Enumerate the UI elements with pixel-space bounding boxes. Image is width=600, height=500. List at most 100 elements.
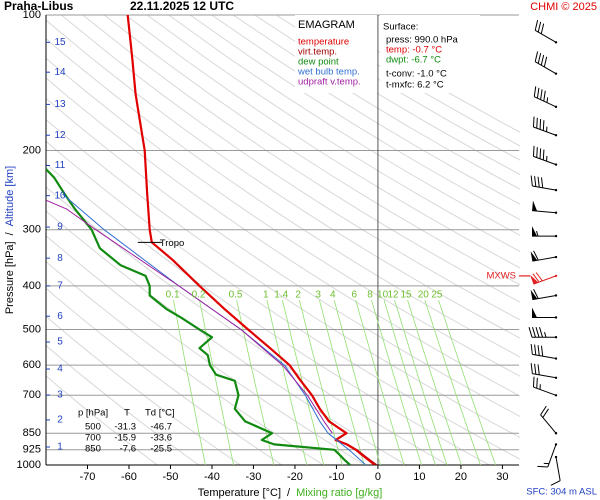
barb-half xyxy=(546,97,549,103)
barb-station xyxy=(554,163,558,166)
profile-line xyxy=(126,15,376,465)
mixing-ratio-label: 25 xyxy=(431,290,443,301)
barb-full xyxy=(534,51,539,62)
table-header: p [hPa] xyxy=(78,408,108,419)
barb-full xyxy=(532,327,536,338)
barb-full xyxy=(540,54,545,66)
barb-full xyxy=(535,327,540,338)
legend-entry: dew point xyxy=(298,57,339,68)
mixing-ratio-label: 3 xyxy=(315,290,321,301)
surface-tmxfc: t-mxfc: 6.2 °C xyxy=(386,80,444,91)
altitude-label: 7 xyxy=(57,281,63,292)
credit: CHMI © 2025 xyxy=(530,1,597,13)
barb-flag xyxy=(532,307,537,318)
barb-full xyxy=(539,148,542,159)
x-tick-label: -20 xyxy=(287,471,303,483)
barb-full xyxy=(550,480,561,486)
barb-station xyxy=(554,234,558,238)
barb-full xyxy=(530,175,533,187)
table-header: Td [°C] xyxy=(145,408,175,419)
dry-adiabat xyxy=(211,15,520,205)
barb-full xyxy=(542,408,549,418)
station: Praha-Libus xyxy=(4,0,74,13)
barb-full xyxy=(532,273,540,283)
mixing-ratio-line xyxy=(424,299,481,465)
barb-full xyxy=(537,364,540,375)
mixing-ratio-line xyxy=(371,299,422,465)
dry-adiabat xyxy=(146,15,520,252)
legend-entry: temperature xyxy=(298,37,349,48)
grid xyxy=(45,14,519,469)
mixing-ratio-label: 6 xyxy=(352,290,358,301)
table-cell: 850 xyxy=(85,444,101,455)
barb-station xyxy=(554,105,558,109)
mixing-ratio-label: 0.5 xyxy=(229,290,243,301)
barb-station xyxy=(554,394,558,397)
barb-station xyxy=(554,274,558,278)
barb-flag xyxy=(530,274,539,285)
wind-barb xyxy=(530,175,558,192)
table-cell: -15.9 xyxy=(114,433,136,444)
wind-barb xyxy=(530,343,558,360)
barb-full xyxy=(543,90,546,102)
barb-full xyxy=(532,376,535,388)
barb-shaft xyxy=(555,456,561,481)
mixing-ratio-label: 10 xyxy=(377,290,389,301)
mixing-ratio-line xyxy=(173,300,206,465)
x-tick-label: -40 xyxy=(204,471,220,483)
barb-half xyxy=(536,230,539,237)
dry-adiabats xyxy=(46,15,520,465)
surface-dwpt: dwpt: -6.7 °C xyxy=(386,55,441,66)
mixing-ratio-lines xyxy=(173,299,497,465)
barb-station xyxy=(554,443,558,446)
barb-flag xyxy=(532,226,537,237)
dry-adiabat xyxy=(60,15,520,321)
barb-full xyxy=(533,250,539,261)
mixing-ratio-line xyxy=(319,300,365,465)
mixing-ratio-line xyxy=(438,299,497,465)
x2-label: Mixing ratio [g/kg] xyxy=(296,487,382,499)
altitude-label: 8 xyxy=(57,253,63,264)
x-tick-label: 10 xyxy=(413,471,425,483)
mixing-ratio-line xyxy=(299,300,343,465)
barb-shaft xyxy=(533,386,557,396)
wind-barb xyxy=(540,405,558,435)
barb-station xyxy=(554,432,558,435)
barb-full xyxy=(536,87,540,99)
barb-full xyxy=(533,86,537,97)
barb-shaft xyxy=(534,96,557,108)
surface-tconv: t-conv: -1.0 °C xyxy=(386,69,447,80)
max-wind-label: MXWS xyxy=(486,270,516,281)
dry-adiabat xyxy=(189,15,520,221)
y-tick-label: 500 xyxy=(23,323,41,335)
x-label: Temperature [°C] xyxy=(198,487,281,499)
barb-station xyxy=(554,294,558,297)
table-cell: -31.3 xyxy=(114,422,136,433)
barb-full xyxy=(536,377,538,389)
barb-full xyxy=(530,343,533,355)
barb-full xyxy=(528,327,533,338)
barb-full xyxy=(534,20,539,31)
mixing-ratio-label: 1.4 xyxy=(274,290,288,301)
legend-entry: udpraft v.temp. xyxy=(298,77,361,88)
barb-station xyxy=(554,41,558,44)
barb-station xyxy=(554,376,558,379)
wind-barb xyxy=(530,272,558,285)
y-tick-label: 200 xyxy=(23,144,41,156)
table-cell: 500 xyxy=(85,422,101,433)
wind-barb xyxy=(532,376,558,397)
barb-full xyxy=(540,23,545,34)
altitude-label: 9 xyxy=(57,222,63,233)
x-tick-label: -30 xyxy=(246,471,262,483)
surface-temp: temp: -0.7 °C xyxy=(386,45,442,56)
barb-station xyxy=(554,188,558,192)
mixing-ratio-label: 12 xyxy=(387,290,399,301)
y-tick-label: 600 xyxy=(23,359,41,371)
altitude-label: 6 xyxy=(57,311,63,322)
dry-adiabat xyxy=(46,57,520,377)
surface-title: Surface: xyxy=(383,22,418,33)
y-label: Pressure [hPa] xyxy=(4,241,16,314)
separator: / xyxy=(287,487,291,499)
mixing-ratio-label: 15 xyxy=(401,290,413,301)
